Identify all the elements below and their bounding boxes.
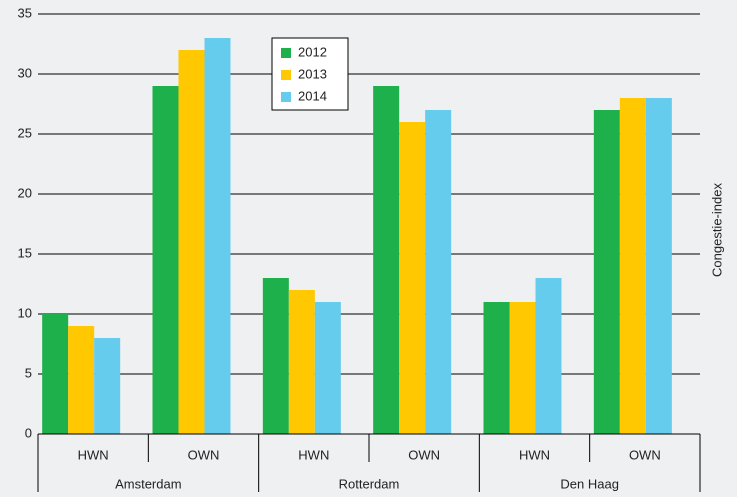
- bar: [645, 98, 672, 434]
- y-tick-label: 30: [18, 65, 32, 80]
- legend-swatch: [281, 70, 291, 80]
- bar: [42, 314, 69, 434]
- y-tick-label: 35: [18, 5, 32, 20]
- bar: [483, 302, 510, 434]
- x-tick-label: OWN: [408, 447, 440, 462]
- y-tick-label: 20: [18, 185, 32, 200]
- legend-label: 2012: [298, 44, 327, 59]
- x-tick-label: HWN: [78, 447, 109, 462]
- bar: [178, 50, 205, 434]
- y-tick-label: 0: [25, 425, 32, 440]
- y-tick-label: 25: [18, 125, 32, 140]
- bar: [509, 302, 536, 434]
- x-tick-label: OWN: [629, 447, 661, 462]
- bar: [94, 338, 121, 434]
- group-label: Amsterdam: [115, 476, 181, 491]
- x-tick-label: HWN: [519, 447, 550, 462]
- bar: [262, 278, 289, 434]
- bar: [204, 38, 231, 434]
- y-tick-label: 10: [18, 305, 32, 320]
- bar: [535, 278, 562, 434]
- bar: [593, 110, 620, 434]
- group-label: Rotterdam: [339, 476, 400, 491]
- bar: [288, 290, 315, 434]
- group-label: Den Haag: [560, 476, 619, 491]
- x-tick-label: OWN: [188, 447, 220, 462]
- bar: [152, 86, 179, 434]
- legend-label: 2014: [298, 88, 327, 103]
- y-tick-label: 5: [25, 365, 32, 380]
- y-axis-label: Congestie-index: [709, 183, 724, 277]
- x-tick-label: HWN: [298, 447, 329, 462]
- bar: [314, 302, 341, 434]
- bar: [425, 110, 452, 434]
- bar: [373, 86, 400, 434]
- bar: [399, 122, 426, 434]
- legend-swatch: [281, 92, 291, 102]
- bar: [619, 98, 646, 434]
- legend-swatch: [281, 48, 291, 58]
- legend-label: 2013: [298, 66, 327, 81]
- bar: [68, 326, 95, 434]
- y-tick-label: 15: [18, 245, 32, 260]
